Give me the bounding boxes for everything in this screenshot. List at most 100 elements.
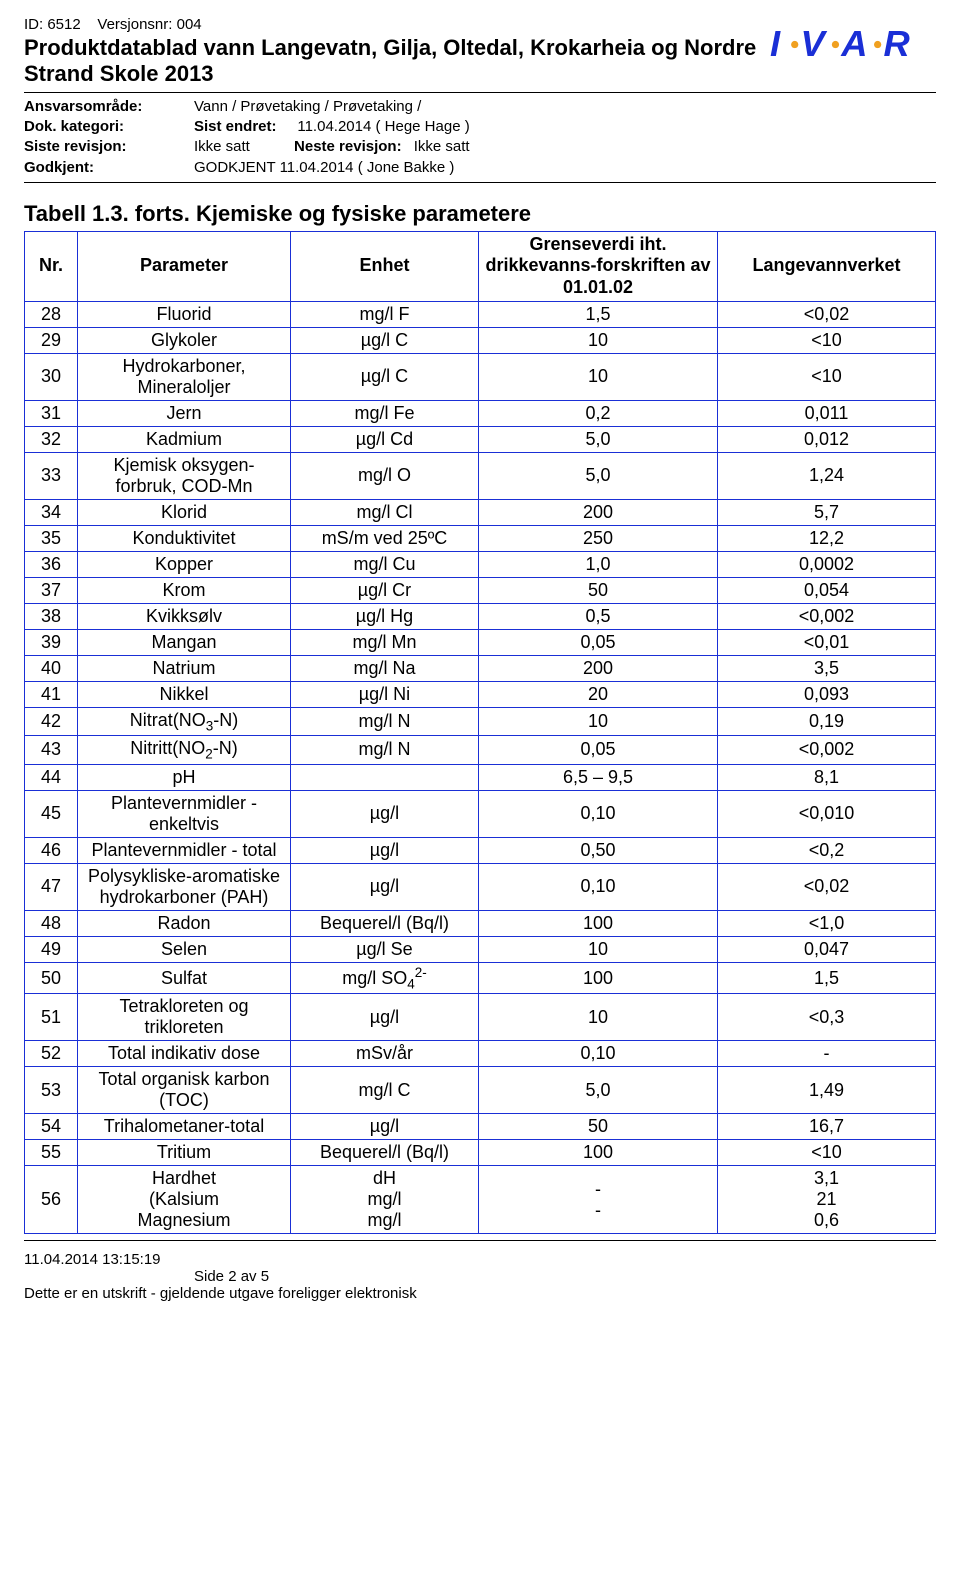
- cell-parameter: Konduktivitet: [78, 525, 291, 551]
- cell-value: 12,2: [718, 525, 936, 551]
- cell-value: <0,3: [718, 994, 936, 1041]
- cell-value: <0,2: [718, 837, 936, 863]
- cell-value: 3,1210,6: [718, 1166, 936, 1234]
- cell-value: 0,047: [718, 936, 936, 962]
- cell-limit: 200: [479, 499, 718, 525]
- cell-unit: µg/l Ni: [291, 681, 479, 707]
- cell-value: 0,0002: [718, 551, 936, 577]
- cell-value: <0,02: [718, 301, 936, 327]
- cell-value: 0,011: [718, 400, 936, 426]
- cell-parameter: Fluorid: [78, 301, 291, 327]
- cell-nr: 45: [25, 790, 78, 837]
- cell-nr: 53: [25, 1067, 78, 1114]
- meta-row-siste: Siste revisjon: Ikke satt Neste revisjon…: [24, 137, 936, 157]
- cell-unit: µg/l C: [291, 327, 479, 353]
- cell-limit: 100: [479, 962, 718, 994]
- cell-nr: 50: [25, 962, 78, 994]
- table-row: 30Hydrokarboner, Mineraloljerµg/l C10<10: [25, 353, 936, 400]
- cell-nr: 37: [25, 577, 78, 603]
- cell-limit: 5,0: [479, 452, 718, 499]
- divider-top: [24, 92, 936, 93]
- table-row: 37Kromµg/l Cr500,054: [25, 577, 936, 603]
- cell-value: <10: [718, 327, 936, 353]
- table-row: 41Nikkelµg/l Ni200,093: [25, 681, 936, 707]
- cell-value: 16,7: [718, 1114, 936, 1140]
- cell-limit: 0,05: [479, 629, 718, 655]
- cell-value: 0,19: [718, 707, 936, 736]
- version-prefix: Versjonsnr:: [97, 16, 176, 33]
- table-row: 54Trihalometaner-totalµg/l5016,7: [25, 1114, 936, 1140]
- cell-parameter: Kjemisk oksygen-forbruk, COD-Mn: [78, 452, 291, 499]
- cell-value: 0,012: [718, 426, 936, 452]
- cell-unit: mg/l Cl: [291, 499, 479, 525]
- cell-parameter: Plantevernmidler - enkeltvis: [78, 790, 291, 837]
- meta-label-endret: Sist endret:: [194, 118, 277, 135]
- cell-unit: [291, 764, 479, 790]
- table-row: 53Total organisk karbon (TOC)mg/l C5,01,…: [25, 1067, 936, 1114]
- cell-limit: 0,10: [479, 790, 718, 837]
- cell-unit: µg/l: [291, 1114, 479, 1140]
- cell-nr: 36: [25, 551, 78, 577]
- table-row: 47Polysykliske-aromatiske hydrokarboner …: [25, 863, 936, 910]
- id-prefix: ID:: [24, 16, 47, 33]
- cell-parameter: Tetrakloreten og trikloreten: [78, 994, 291, 1041]
- cell-unit: µg/l C: [291, 353, 479, 400]
- cell-parameter: Mangan: [78, 629, 291, 655]
- cell-parameter: Selen: [78, 936, 291, 962]
- table-row: 44pH6,5 – 9,58,1: [25, 764, 936, 790]
- cell-nr: 54: [25, 1114, 78, 1140]
- cell-nr: 46: [25, 837, 78, 863]
- cell-unit: µg/l Cr: [291, 577, 479, 603]
- cell-nr: 55: [25, 1140, 78, 1166]
- cell-nr: 38: [25, 603, 78, 629]
- footer-page: Side 2 av 5: [194, 1268, 936, 1285]
- cell-limit: 20: [479, 681, 718, 707]
- meta-siste-val: Ikke satt: [194, 138, 250, 155]
- cell-unit: Bequerel/l (Bq/l): [291, 1140, 479, 1166]
- cell-limit: 100: [479, 1140, 718, 1166]
- ivar-logo-icon: I V A R: [770, 22, 930, 70]
- header-left: ID: 6512 Versjonsnr: 004 Produktdatablad…: [24, 16, 770, 88]
- cell-parameter: Krom: [78, 577, 291, 603]
- cell-limit: 50: [479, 577, 718, 603]
- cell-nr: 29: [25, 327, 78, 353]
- table-row: 31Jernmg/l Fe0,20,011: [25, 400, 936, 426]
- cell-unit: mg/l Na: [291, 655, 479, 681]
- table-row: 45Plantevernmidler - enkeltvisµg/l0,10<0…: [25, 790, 936, 837]
- table-row: 42Nitrat(NO3-N)mg/l N100,19: [25, 707, 936, 736]
- id-value: 6512: [47, 16, 80, 33]
- page: ID: 6512 Versjonsnr: 004 Produktdatablad…: [0, 0, 960, 1326]
- cell-limit: 0,05: [479, 736, 718, 765]
- cell-unit: mg/l SO42-: [291, 962, 479, 994]
- cell-nr: 48: [25, 910, 78, 936]
- cell-limit: 5,0: [479, 1067, 718, 1114]
- cell-unit: mg/l Fe: [291, 400, 479, 426]
- cell-value: 1,24: [718, 452, 936, 499]
- footer-note: Dette er en utskrift - gjeldende utgave …: [24, 1285, 936, 1302]
- cell-limit: 0,5: [479, 603, 718, 629]
- cell-parameter: pH: [78, 764, 291, 790]
- version-value: 004: [177, 16, 202, 33]
- table-row: 49Selenµg/l Se100,047: [25, 936, 936, 962]
- svg-text:A: A: [840, 23, 867, 64]
- meta-label-ansvar: Ansvarsområde:: [24, 97, 194, 117]
- cell-nr: 49: [25, 936, 78, 962]
- cell-limit: 100: [479, 910, 718, 936]
- cell-unit: µg/l: [291, 863, 479, 910]
- table-row: 56Hardhet(KalsiumMagnesiumdHmg/lmg/l--3,…: [25, 1166, 936, 1234]
- table-row: 28Fluoridmg/l F1,5<0,02: [25, 301, 936, 327]
- cell-nr: 30: [25, 353, 78, 400]
- footer-timestamp: 11.04.2014 13:15:19: [24, 1251, 936, 1268]
- cell-unit: µg/l: [291, 790, 479, 837]
- cell-value: 1,5: [718, 962, 936, 994]
- cell-nr: 47: [25, 863, 78, 910]
- meta-row-dok: Dok. kategori: Sist endret: 11.04.2014 (…: [24, 117, 936, 137]
- cell-value: <0,002: [718, 603, 936, 629]
- table-row: 48RadonBequerel/l (Bq/l)100<1,0: [25, 910, 936, 936]
- cell-unit: µg/l Cd: [291, 426, 479, 452]
- cell-nr: 39: [25, 629, 78, 655]
- table-row: 32Kadmiumµg/l Cd5,00,012: [25, 426, 936, 452]
- cell-unit: mg/l N: [291, 707, 479, 736]
- col-verket: Langevannverket: [718, 231, 936, 301]
- cell-nr: 56: [25, 1166, 78, 1234]
